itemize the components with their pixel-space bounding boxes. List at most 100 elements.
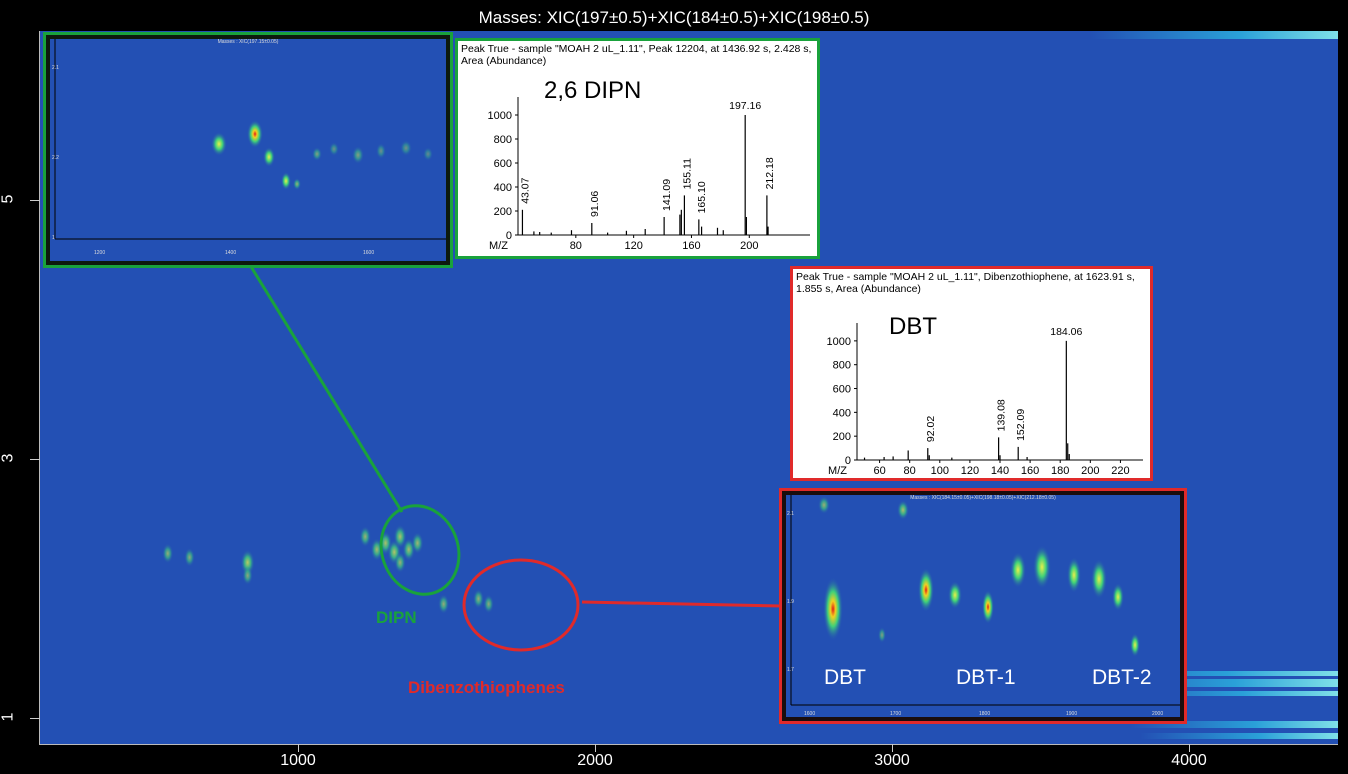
- x-tick-mark: [298, 744, 299, 752]
- y-tick-label: 5: [0, 194, 17, 204]
- spectrum-y-tick-label: 200: [494, 206, 512, 218]
- spectrum-header: Peak True - sample "MOAH 2 uL_1.11", Pea…: [461, 43, 812, 67]
- x-tick-mark: [1189, 744, 1190, 752]
- spectrum-x-tick-label: 220: [1111, 465, 1129, 477]
- inset-y-tick: 2.1: [52, 65, 59, 71]
- chart-title: Masses: XIC(197±0.5)+XIC(184±0.5)+XIC(19…: [478, 8, 870, 27]
- spectrum-peak-label: 165.10: [696, 181, 708, 213]
- dipn-label: DIPN: [376, 608, 417, 627]
- inset-y-tick: 2.1: [787, 511, 794, 517]
- spectrum-x-tick-label: 160: [682, 240, 700, 252]
- heatmap-spot: [411, 532, 424, 555]
- spectrum-x-tick-label: 160: [1021, 465, 1039, 477]
- spectrum-y-tick-label: 600: [833, 384, 851, 396]
- edge-streak: [1080, 679, 1338, 687]
- spectrum-y-tick-label: 1000: [488, 110, 512, 122]
- spectrum-peak-label: 91.06: [589, 191, 601, 217]
- spectrum-x-tick-label: 100: [931, 465, 949, 477]
- dbt-zoom-inset: Masses : XIC(184.15±0.05)+XIC(198.18±0.0…: [779, 488, 1187, 724]
- inset-x-tick: 1200: [94, 250, 105, 256]
- spectrum-y-tick-label: 0: [506, 230, 512, 242]
- dbt2-peak-label: DBT-2: [1092, 666, 1152, 689]
- spectrum-peak-label: 141.09: [661, 179, 673, 211]
- edge-streak: [1130, 721, 1338, 728]
- spectrum-peak-label: 139.08: [996, 399, 1008, 431]
- y-axis-line: [39, 31, 40, 744]
- spectrum-peak-label: 155.11: [681, 158, 693, 189]
- dbt-inset-svg: 1600 1700 1800 1900 2000 2.1 1.9 1.7: [787, 495, 1180, 717]
- y-tick-mark: [30, 200, 40, 201]
- y-tick-label: 3: [0, 453, 17, 463]
- spectrum-y-tick-label: 200: [833, 431, 851, 443]
- spectrum-x-tick-label: 120: [624, 240, 642, 252]
- heatmap-spot: [472, 588, 484, 609]
- inset-y-tick: 1.7: [787, 667, 794, 673]
- spectrum-peak-label: 152.09: [1015, 409, 1027, 441]
- dbt1-peak-label: DBT-1: [956, 666, 1016, 689]
- spectrum-y-tick-label: 0: [845, 455, 851, 467]
- dipn-spectrum-svg: 0 200 400 600 800 1000 80 120 160 200 M/Z 43.07 91.0…: [488, 97, 810, 252]
- inset-y-tick: 1.9: [787, 599, 794, 605]
- spectrum-x-tick-label: 120: [961, 465, 979, 477]
- spectrum-x-tick-label: 200: [740, 240, 758, 252]
- inset-title: Masses : XIC(184.15±0.05)+XIC(198.18±0.0…: [910, 495, 1056, 501]
- spectrum-x-axis-label: M/Z: [828, 465, 847, 477]
- inset-x-tick: 1700: [890, 711, 901, 717]
- spectrum-peak-label: 197.16: [729, 100, 761, 112]
- edge-streak: [1090, 31, 1338, 39]
- spectrum-y-tick-label: 800: [494, 134, 512, 146]
- inset-title: Masses : XIC(197.15±0.05): [217, 39, 279, 45]
- spectrum-x-tick-label: 60: [873, 465, 885, 477]
- spectrum-x-axis-label: M/Z: [489, 240, 508, 252]
- edge-streak: [1100, 691, 1338, 696]
- dbt-spectrum-panel: Peak True - sample "MOAH 2 uL_1.11", Dib…: [790, 266, 1153, 481]
- y-tick-mark: [30, 718, 40, 719]
- spectrum-y-tick-label: 800: [833, 360, 851, 372]
- edge-streak: [1140, 733, 1338, 739]
- spectrum-x-tick-label: 80: [904, 465, 916, 477]
- dipn-zoom-inset: Masses : XIC(197.15±0.05) 1200 1400 1600…: [43, 32, 453, 268]
- spectrum-x-tick-label: 180: [1051, 465, 1069, 477]
- spectrum-peak-label: 43.07: [519, 177, 531, 203]
- x-tick-label: 3000: [874, 752, 910, 769]
- inset-x-tick: 1900: [1066, 711, 1077, 717]
- heatmap-spot: [359, 526, 371, 548]
- spectrum-y-tick-label: 400: [494, 182, 512, 194]
- x-axis-line: [39, 744, 1338, 745]
- spectrum-peak-label: 92.02: [925, 416, 937, 442]
- inset-x-tick: 1600: [804, 711, 815, 717]
- inset-x-tick: 1600: [363, 250, 374, 256]
- x-tick-label: 4000: [1171, 752, 1207, 769]
- y-tick-label: 1: [0, 712, 17, 722]
- dipn-spectrum-panel: Peak True - sample "MOAH 2 uL_1.11", Pea…: [455, 38, 820, 259]
- spectrum-peak-label: 212.18: [764, 157, 776, 189]
- edge-streak: [1060, 671, 1338, 676]
- inset-y-tick: 1: [52, 235, 55, 241]
- heatmap-spot: [483, 594, 494, 614]
- x-tick-label: 2000: [577, 752, 613, 769]
- dbt-peak-label: DBT: [824, 666, 866, 689]
- heatmap-spot: [162, 543, 174, 564]
- dbt-group-label: Dibenzothiophenes: [408, 678, 565, 697]
- inset-x-tick: 1400: [225, 250, 236, 256]
- spectrum-x-tick-label: 200: [1081, 465, 1099, 477]
- x-tick-label: 1000: [280, 752, 316, 769]
- heatmap-spot: [242, 565, 253, 585]
- spectrum-header: Peak True - sample "MOAH 2 uL_1.11", Dib…: [796, 271, 1135, 295]
- x-tick-mark: [892, 744, 893, 752]
- heatmap-spot: [184, 547, 195, 567]
- spectrum-x-tick-label: 80: [570, 240, 582, 252]
- inset-x-tick: 1800: [979, 711, 990, 717]
- inset-y-tick: 2.2: [52, 155, 59, 161]
- spectrum-compound-label: DBT: [889, 313, 937, 340]
- inset-x-tick: 2000: [1152, 711, 1163, 717]
- heatmap-spot: [438, 593, 450, 614]
- dipn-inset-svg: 1200 1400 1600 2.1 2.2 1: [50, 39, 446, 256]
- heatmap-spot: [394, 552, 406, 574]
- spectrum-compound-label: 2,6 DIPN: [544, 77, 642, 104]
- spectrum-peak-label: 184.06: [1050, 326, 1082, 338]
- y-tick-mark: [30, 459, 40, 460]
- spectrum-y-tick-label: 1000: [827, 336, 851, 348]
- spectrum-y-tick-label: 600: [494, 158, 512, 170]
- spectrum-y-tick-label: 400: [833, 407, 851, 419]
